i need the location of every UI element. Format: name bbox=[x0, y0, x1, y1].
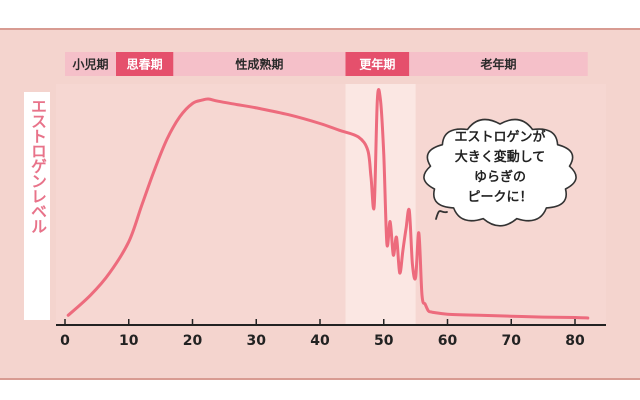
stage-label-4: 老年期 bbox=[480, 57, 516, 72]
annotation-line-2: ゆらぎの bbox=[474, 169, 526, 185]
y-axis-label: エストロゲンレベル bbox=[28, 98, 47, 233]
life-stage-band: 小児期 思春期 性成熟期 更年期 老年期 bbox=[65, 52, 588, 76]
series-layer bbox=[66, 88, 590, 320]
x-tick-label-60: 60 bbox=[438, 333, 458, 349]
stage-label-1: 思春期 bbox=[127, 57, 163, 72]
bottom-border bbox=[0, 378, 640, 380]
y-axis-label-box: エストロゲンレベル bbox=[24, 92, 50, 320]
top-border bbox=[0, 28, 640, 30]
x-tick-label-80: 80 bbox=[565, 333, 585, 349]
x-tick-label-0: 0 bbox=[60, 333, 70, 349]
annotation-line-3: ピークに！ bbox=[467, 190, 532, 205]
x-tick-label-30: 30 bbox=[247, 333, 267, 349]
x-tick-label-70: 70 bbox=[502, 333, 522, 349]
stage-band-0 bbox=[65, 52, 116, 76]
bottom-margin bbox=[0, 380, 640, 400]
annotation-line-1: 大きく変動して bbox=[455, 149, 546, 165]
top-margin bbox=[0, 0, 640, 28]
cloud-shape bbox=[423, 118, 577, 227]
stage-label-0: 小児期 bbox=[72, 57, 108, 72]
x-tick-label-50: 50 bbox=[374, 333, 394, 349]
stage-band-1 bbox=[116, 52, 174, 76]
cloud-pointer bbox=[435, 210, 448, 220]
stage-band-2 bbox=[173, 52, 346, 76]
estrogen-level-line bbox=[66, 88, 590, 320]
highlight-layer bbox=[345, 84, 416, 324]
stage-label-2: 性成熟期 bbox=[234, 57, 283, 72]
x-tick-label-20: 20 bbox=[183, 333, 203, 349]
x-tick-label-40: 40 bbox=[310, 333, 330, 349]
x-tick-label-10: 10 bbox=[119, 333, 139, 349]
annotation-line-0: エストロゲンが bbox=[454, 129, 545, 145]
stage-band-3 bbox=[345, 52, 410, 76]
x-axis: 0 10 20 30 40 50 60 70 80 bbox=[56, 319, 606, 349]
stage-label-3: 更年期 bbox=[359, 57, 395, 72]
stage-band-4 bbox=[409, 52, 588, 76]
menopause-highlight bbox=[345, 84, 416, 324]
